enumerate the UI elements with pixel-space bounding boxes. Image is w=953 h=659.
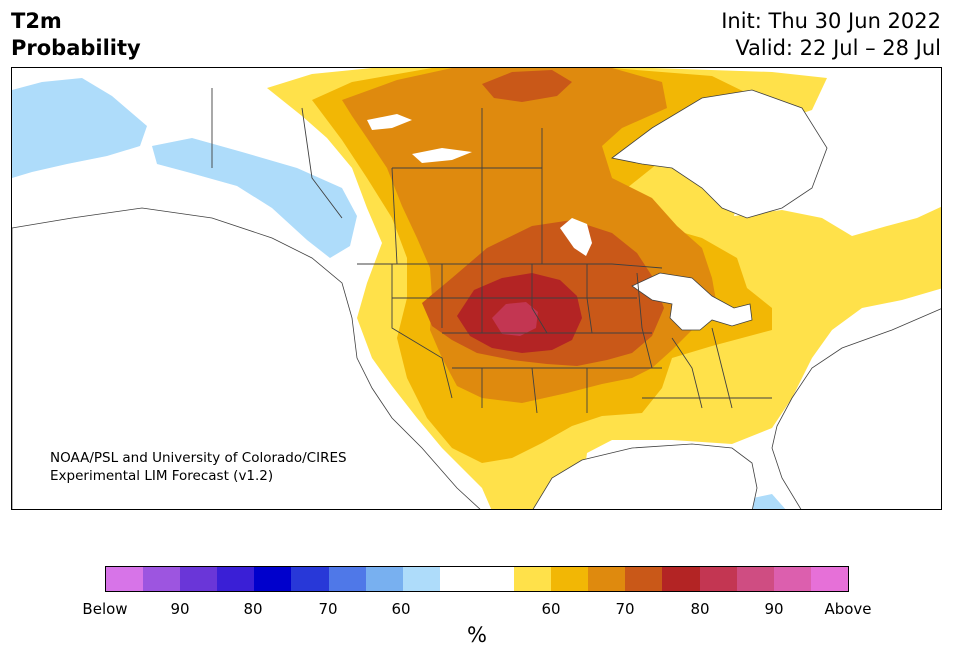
colorbar-swatch [514,567,552,591]
great-slave-lake [367,114,412,130]
map-title: T2m Probability [11,8,141,62]
tick-label-cold-70: 70 [318,600,338,618]
colorbar-swatch [402,567,440,591]
colorbar-swatch [365,567,403,591]
tick-label-warm-80: 80 [690,600,710,618]
tick-label-above: Above [824,600,872,618]
colorbar-unit: % [467,623,487,647]
colorbar-swatch [328,567,366,591]
colorbar-swatch [217,567,255,591]
cold-region-alaska [12,78,147,178]
tick-label-below: Below [82,600,128,618]
pacific-coast-water [12,207,481,509]
colorbar-swatch [588,567,626,591]
colorbar-swatch [291,567,329,591]
tick-label-cold-90: 90 [170,600,190,618]
colorbar-swatch [439,567,477,591]
warm-region-85 [492,302,538,336]
colorbar-swatch [699,567,737,591]
title-variable: T2m [11,9,62,33]
forecast-dates: Init: Thu 30 Jun 2022 Valid: 22 Jul – 28… [721,8,941,62]
probability-colorbar [105,566,849,592]
colorbar-swatch [773,567,811,591]
credit-line1: NOAA/PSL and University of Colorado/CIRE… [50,450,347,466]
tick-label-warm-60: 60 [541,600,561,618]
tick-label-cold-80: 80 [243,600,263,618]
valid-dates: Valid: 22 Jul – 28 Jul [735,36,941,60]
colorbar-swatch [143,567,181,591]
gulf-of-mexico [532,443,758,509]
title-quantity: Probability [11,36,141,60]
credit-line2: Experimental LIM Forecast (v1.2) [50,468,274,484]
map-credit: NOAA/PSL and University of Colorado/CIRE… [50,449,347,485]
colorbar-swatch [736,567,774,591]
warm-region-75-north [482,70,572,102]
colorbar-swatch [180,567,218,591]
colorbar-swatch [476,567,515,591]
colorbar-swatch [662,567,700,591]
map-canvas [12,68,941,509]
forecast-map: NOAA/PSL and University of Colorado/CIRE… [11,67,942,510]
hudson-bay [611,89,828,219]
colorbar-swatch [810,567,848,591]
cold-region-yukon [152,138,357,258]
colorbar-swatch [551,567,589,591]
tick-label-warm-70: 70 [615,600,635,618]
great-lakes [631,272,753,331]
colorbar-swatch [625,567,663,591]
political-borders [211,88,772,414]
colorbar-swatch [254,567,292,591]
tick-label-cold-60: 60 [391,600,411,618]
atlantic-water [771,308,941,509]
tick-label-warm-90: 90 [764,600,784,618]
colorbar-swatch [106,567,144,591]
great-bear-lake [412,148,472,163]
lake-winnipeg [560,218,592,256]
init-date: Init: Thu 30 Jun 2022 [721,9,941,33]
cold-region-southeast [744,494,786,509]
